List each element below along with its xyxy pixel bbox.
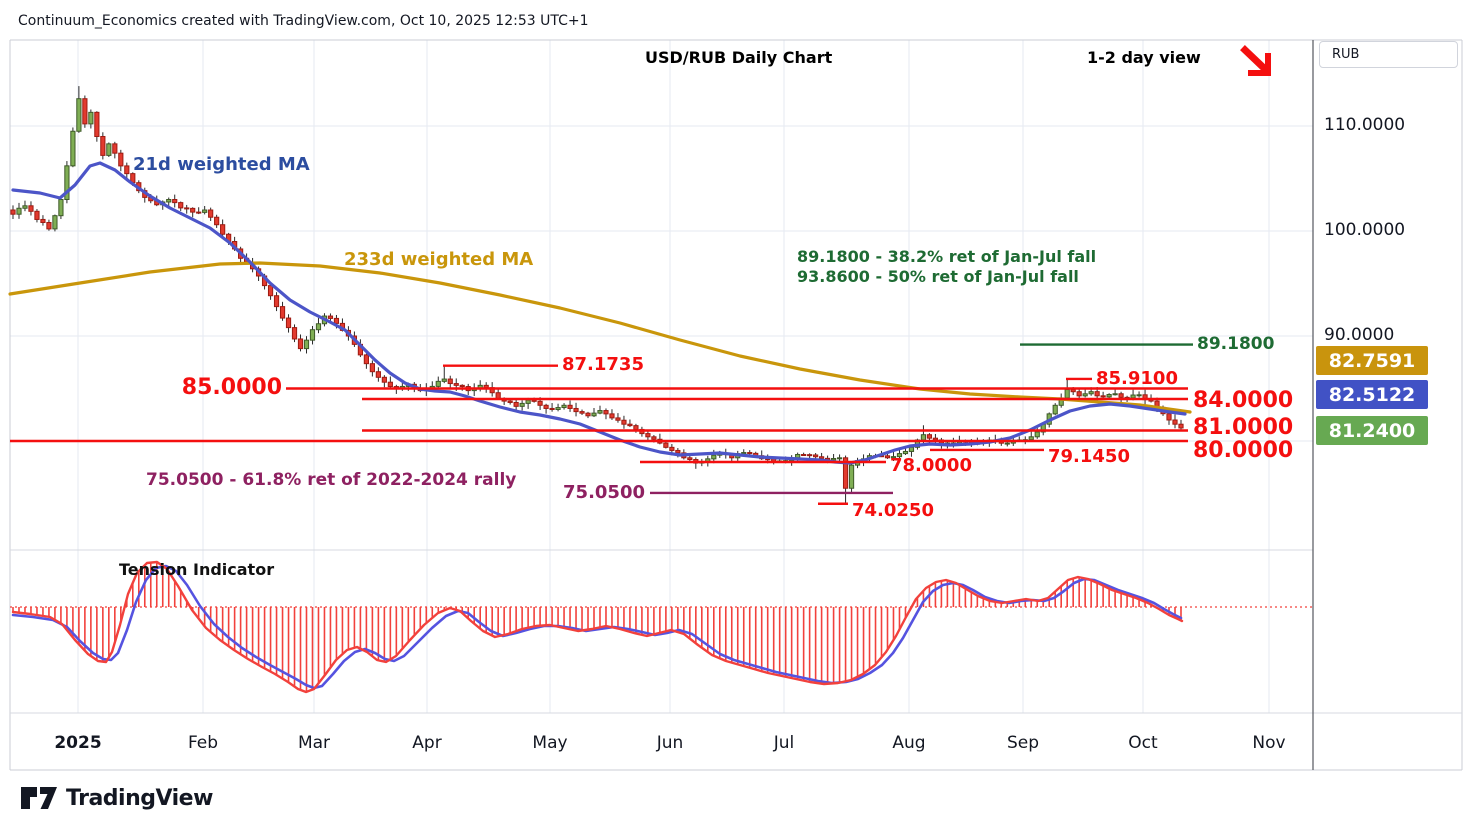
fib-note-line1: 89.1800 - 38.2% ret of Jan-Jul fall: [797, 247, 1097, 266]
price-tick-label: 90.0000: [1324, 325, 1395, 345]
level-label-78.0000: 78.0000: [890, 454, 972, 476]
level-label-75.0500: 75.0500: [563, 481, 645, 503]
down-right-arrow-icon: [1240, 44, 1276, 84]
time-axis-label: Mar: [297, 733, 331, 753]
level-label-89.1800: 89.1800: [1197, 334, 1275, 355]
time-axis-label: May: [532, 733, 568, 753]
level-label-85.0000: 85.0000: [181, 374, 282, 400]
time-axis-label: Oct: [1128, 733, 1158, 753]
level-label-87.1735: 87.1735: [562, 353, 644, 375]
time-axis-label: Nov: [1252, 733, 1286, 753]
time-scale[interactable]: 2025 Feb Mar Apr May Jun Jul Aug Sep Oct Nov: [10, 713, 1313, 770]
tradingview-logo[interactable]: TradingView: [20, 784, 213, 812]
price-tick-label: 100.0000: [1324, 220, 1406, 240]
price-tick-label: 110.0000: [1324, 115, 1406, 135]
price-badge: 82.7591: [1316, 346, 1428, 375]
time-axis-label: Aug: [892, 733, 926, 753]
level-lines: [10, 343, 1193, 505]
level-label-85.9100: 85.9100: [1096, 367, 1178, 389]
fib-retracement-note: 89.1800 - 38.2% ret of Jan-Jul fall 93.8…: [797, 247, 1096, 287]
attribution-text: Continuum_Economics created with Trading…: [18, 13, 589, 29]
time-axis-label: Feb: [187, 733, 219, 753]
time-axis-label: 2025: [54, 733, 102, 753]
view-horizon-label: 1-2 day view: [1087, 48, 1201, 67]
symbol-currency-box: RUB: [1319, 41, 1458, 68]
level-label-79.1450: 79.1450: [1048, 445, 1130, 467]
rally-retracement-note: 75.0500 - 61.8% ret of 2022-2024 rally: [146, 470, 517, 490]
tension-histogram: [12, 562, 1182, 692]
level-label-80.0000: 80.0000: [1193, 438, 1294, 464]
tradingview-logo-text: TradingView: [66, 785, 213, 811]
level-label-81.0000: 81.0000: [1193, 414, 1294, 440]
fib-note-line2: 93.8600 - 50% ret of Jan-Jul fall: [797, 267, 1079, 286]
price-badge: 82.5122: [1316, 380, 1428, 409]
time-axis-label: Apr: [412, 733, 442, 753]
time-axis-label: Jun: [656, 733, 684, 753]
chart-frame: [9, 39, 1463, 771]
tension-red-line: [11, 560, 1184, 694]
tension-indicator-title: Tension Indicator: [119, 560, 275, 579]
level-label-74.0250: 74.0250: [852, 499, 934, 521]
ma21-annotation: 21d weighted MA: [133, 154, 310, 175]
page-title: USD/RUB Daily Chart: [645, 48, 833, 67]
price-badge: 81.2400: [1316, 416, 1428, 445]
ma233-annotation: 233d weighted MA: [344, 249, 534, 270]
price-scale[interactable]: 110.0000100.000090.000080.000082.759182.…: [1314, 40, 1474, 770]
tradingview-logo-icon: [21, 787, 57, 809]
currency-label: RUB: [1332, 47, 1360, 62]
time-axis-label: Sep: [1006, 733, 1040, 753]
time-axis-label: Jul: [773, 733, 795, 753]
ma21-line: [11, 161, 1187, 465]
level-label-84.0000: 84.0000: [1193, 388, 1294, 414]
